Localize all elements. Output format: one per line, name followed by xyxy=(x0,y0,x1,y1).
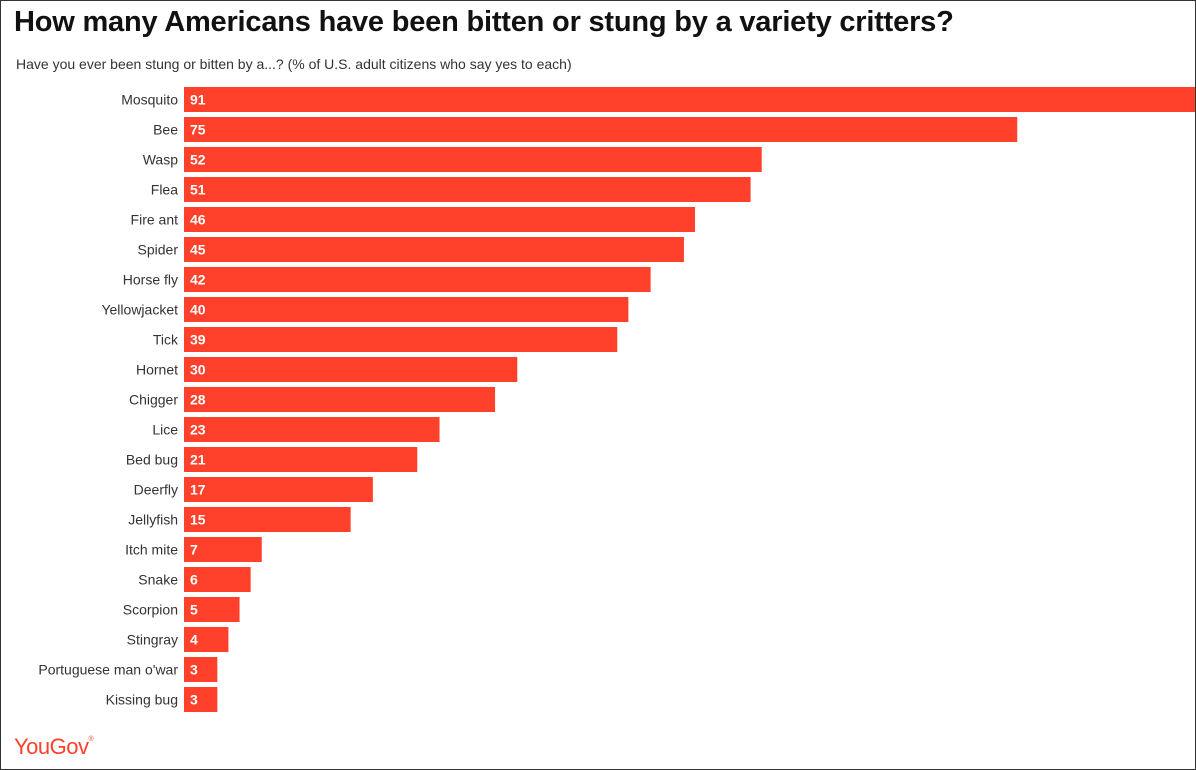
category-label-yellowjacket: Yellowjacket xyxy=(101,302,178,318)
registered-mark: ® xyxy=(88,736,94,743)
bar-mosquito xyxy=(184,87,1195,112)
bar-bee xyxy=(184,117,1018,142)
bar-hornet xyxy=(184,357,518,382)
category-label-portuguese-man-o-war: Portuguese man o'war xyxy=(38,662,178,678)
category-label-spider: Spider xyxy=(138,242,179,258)
value-label-lice: 23 xyxy=(190,422,206,438)
bar-deerfly xyxy=(184,477,373,502)
category-label-scorpion: Scorpion xyxy=(123,602,178,618)
category-label-tick: Tick xyxy=(153,332,179,348)
category-label-fire-ant: Fire ant xyxy=(131,212,179,228)
value-label-jellyfish: 15 xyxy=(190,512,206,528)
bar-yellowjacket xyxy=(184,297,629,322)
category-label-wasp: Wasp xyxy=(143,152,178,168)
value-label-bee: 75 xyxy=(190,122,206,138)
bar-wasp xyxy=(184,147,762,172)
category-label-kissing-bug: Kissing bug xyxy=(106,692,178,708)
logo-text: YouGov xyxy=(14,734,89,759)
bar-stingray xyxy=(184,627,229,652)
bar-snake xyxy=(184,567,251,592)
value-label-spider: 45 xyxy=(190,242,206,258)
value-label-mosquito: 91 xyxy=(190,92,206,108)
category-label-lice: Lice xyxy=(152,422,178,438)
category-label-chigger: Chigger xyxy=(129,392,178,408)
value-label-stingray: 4 xyxy=(190,632,198,648)
value-label-deerfly: 17 xyxy=(190,482,206,498)
category-label-stingray: Stingray xyxy=(127,632,178,648)
value-label-hornet: 30 xyxy=(190,362,206,378)
chart-subtitle: Have you ever been stung or bitten by a.… xyxy=(16,56,572,72)
category-label-flea: Flea xyxy=(151,182,178,198)
bar-bed-bug xyxy=(184,447,418,472)
value-label-bed-bug: 21 xyxy=(190,452,206,468)
bar-portuguese-man-o-war xyxy=(184,657,218,682)
category-label-horse-fly: Horse fly xyxy=(123,272,178,288)
value-label-flea: 51 xyxy=(190,182,206,198)
chart-title: How many Americans have been bitten or s… xyxy=(14,6,954,38)
value-label-itch-mite: 7 xyxy=(190,542,198,558)
category-label-itch-mite: Itch mite xyxy=(125,542,178,558)
bar-scorpion xyxy=(184,597,240,622)
bar-itch-mite xyxy=(184,537,262,562)
bar-fire-ant xyxy=(184,207,696,232)
value-label-portuguese-man-o-war: 3 xyxy=(190,662,198,678)
value-label-snake: 6 xyxy=(190,572,198,588)
value-label-scorpion: 5 xyxy=(190,602,198,618)
value-label-chigger: 28 xyxy=(190,392,206,408)
bar-jellyfish xyxy=(184,507,351,532)
value-label-horse-fly: 42 xyxy=(190,272,206,288)
category-label-hornet: Hornet xyxy=(136,362,178,378)
bar-flea xyxy=(184,177,751,202)
category-label-mosquito: Mosquito xyxy=(121,92,178,108)
category-label-deerfly: Deerfly xyxy=(134,482,178,498)
bar-chigger xyxy=(184,387,496,412)
category-label-bee: Bee xyxy=(153,122,178,138)
value-label-kissing-bug: 3 xyxy=(190,692,198,708)
category-label-jellyfish: Jellyfish xyxy=(128,512,178,528)
category-label-bed-bug: Bed bug xyxy=(126,452,178,468)
category-label-snake: Snake xyxy=(138,572,178,588)
value-label-tick: 39 xyxy=(190,332,206,348)
bar-horse-fly xyxy=(184,267,651,292)
value-label-yellowjacket: 40 xyxy=(190,302,206,318)
bar-tick xyxy=(184,327,618,352)
value-label-fire-ant: 46 xyxy=(190,212,206,228)
value-label-wasp: 52 xyxy=(190,152,206,168)
bar-kissing-bug xyxy=(184,687,218,712)
bar-lice xyxy=(184,417,440,442)
bar-spider xyxy=(184,237,684,262)
yougov-logo: YouGov® xyxy=(14,734,94,760)
